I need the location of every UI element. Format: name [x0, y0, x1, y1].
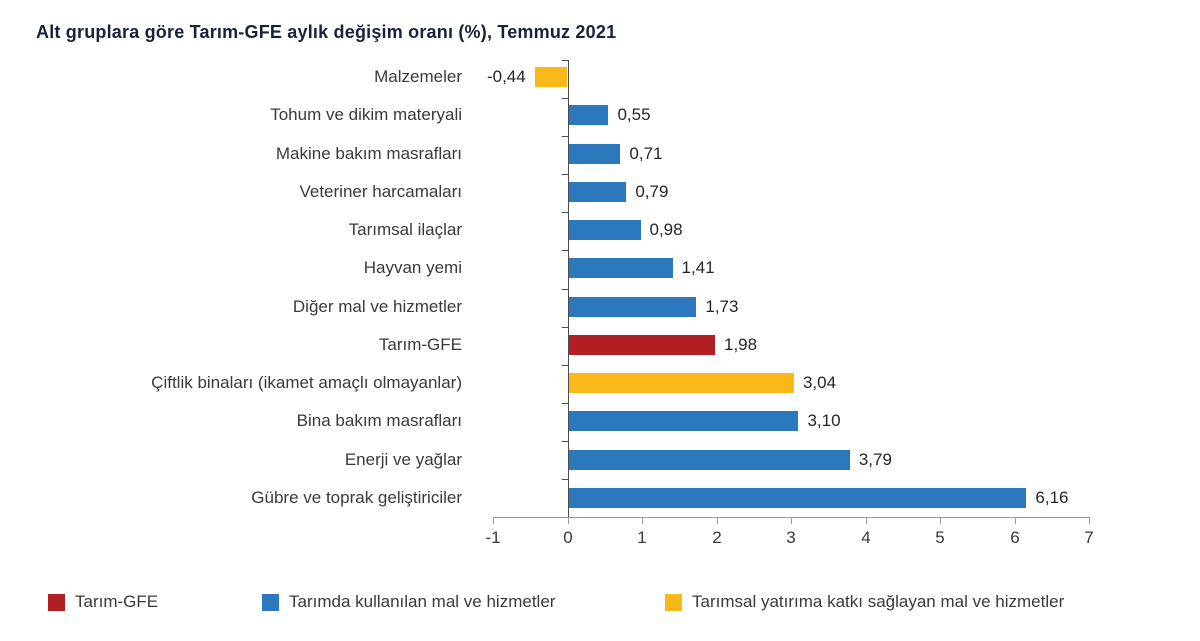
value-axis-tick — [717, 517, 718, 524]
category-label: Makine bakım masrafları — [275, 143, 462, 163]
category-label: Tarımsal ilaçlar — [348, 220, 462, 240]
legend-swatch-blue — [262, 593, 279, 611]
category-axis-tick — [562, 365, 568, 366]
bar — [567, 296, 697, 317]
category-axis-tick — [562, 60, 568, 61]
value-axis-tick — [1089, 517, 1090, 524]
value-axis-tick — [568, 517, 569, 524]
bar — [534, 67, 568, 88]
value-label: 0,55 — [617, 105, 651, 125]
category-axis-tick — [562, 136, 568, 137]
category-axis-tick — [562, 479, 568, 480]
value-label: 6,16 — [1035, 487, 1069, 507]
bar — [567, 487, 1027, 508]
chart-title: Alt gruplara göre Tarım-GFE aylık değişi… — [36, 22, 617, 42]
value-axis-tick-label: 7 — [1084, 528, 1094, 547]
value-label: 0,71 — [629, 143, 663, 163]
value-label: 3,79 — [858, 449, 892, 469]
bar — [567, 449, 850, 470]
value-label: 0,79 — [635, 181, 669, 201]
bar — [567, 220, 641, 241]
category-axis-tick — [562, 98, 568, 99]
bar — [567, 258, 673, 279]
category-axis-tick — [562, 441, 568, 442]
bar — [567, 334, 715, 355]
value-label: 0,98 — [649, 220, 683, 240]
value-axis-tick-label: 5 — [935, 528, 945, 547]
category-label: Gübre ve toprak geliştiriciler — [251, 487, 462, 507]
legend-swatch-yellow — [665, 593, 682, 611]
category-label: Çiftlik binaları (ikamet amaçlı olmayanl… — [151, 373, 462, 393]
category-axis-tick — [562, 212, 568, 213]
value-axis-tick — [1015, 517, 1016, 524]
legend-item-tarimda-kullanilan: Tarımda kullanılan mal ve hizmetler — [262, 592, 555, 612]
value-axis-tick — [791, 517, 792, 524]
value-axis-tick-label: 0 — [563, 528, 573, 547]
value-axis-tick-label: 4 — [861, 528, 871, 547]
value-axis-tick-label: 6 — [1010, 528, 1020, 547]
bar — [567, 105, 609, 126]
value-axis-tick-label: 2 — [712, 528, 722, 547]
value-label: 1,98 — [724, 334, 758, 354]
legend-swatch-red — [48, 593, 65, 611]
category-axis-tick — [562, 289, 568, 290]
category-label: Hayvan yemi — [363, 258, 462, 278]
category-label: Malzemeler — [374, 67, 462, 87]
category-label: Diğer mal ve hizmetler — [292, 296, 462, 316]
value-label: 3,10 — [807, 411, 841, 431]
category-axis-line — [568, 60, 569, 517]
value-axis-tick — [642, 517, 643, 524]
category-label: Veteriner harcamaları — [299, 181, 462, 201]
bar — [567, 411, 799, 432]
value-axis-tick-label: -1 — [485, 528, 501, 547]
legend-label: Tarım-GFE — [75, 592, 159, 611]
value-axis-tick — [940, 517, 941, 524]
category-axis-tick — [562, 327, 568, 328]
category-label: Enerji ve yağlar — [344, 449, 462, 469]
value-axis-tick-label: 3 — [786, 528, 796, 547]
bar — [567, 143, 621, 164]
bar — [567, 373, 794, 394]
value-axis-tick — [866, 517, 867, 524]
bar — [567, 181, 627, 202]
category-label: Bina bakım masrafları — [296, 411, 462, 431]
value-label: 3,04 — [802, 373, 837, 393]
category-axis-tick — [562, 250, 568, 251]
category-axis-tick — [562, 174, 568, 175]
category-axis-tick — [562, 403, 568, 404]
legend-label: Tarımda kullanılan mal ve hizmetler — [289, 592, 556, 611]
legend-item-tarim-gfe: Tarım-GFE — [48, 592, 158, 612]
legend-label: Tarımsal yatırıma katkı sağlayan mal ve … — [692, 592, 1065, 611]
value-label: 1,73 — [705, 296, 739, 316]
value-label: -0,44 — [486, 67, 526, 87]
category-label: Tarım-GFE — [378, 334, 462, 354]
value-axis-tick — [493, 517, 494, 524]
category-label: Tohum ve dikim materyali — [270, 105, 462, 125]
value-axis-tick-label: 1 — [637, 528, 647, 547]
value-label: 1,41 — [681, 258, 715, 278]
legend-item-tarimsal-yatirim: Tarımsal yatırıma katkı sağlayan mal ve … — [665, 592, 1064, 612]
